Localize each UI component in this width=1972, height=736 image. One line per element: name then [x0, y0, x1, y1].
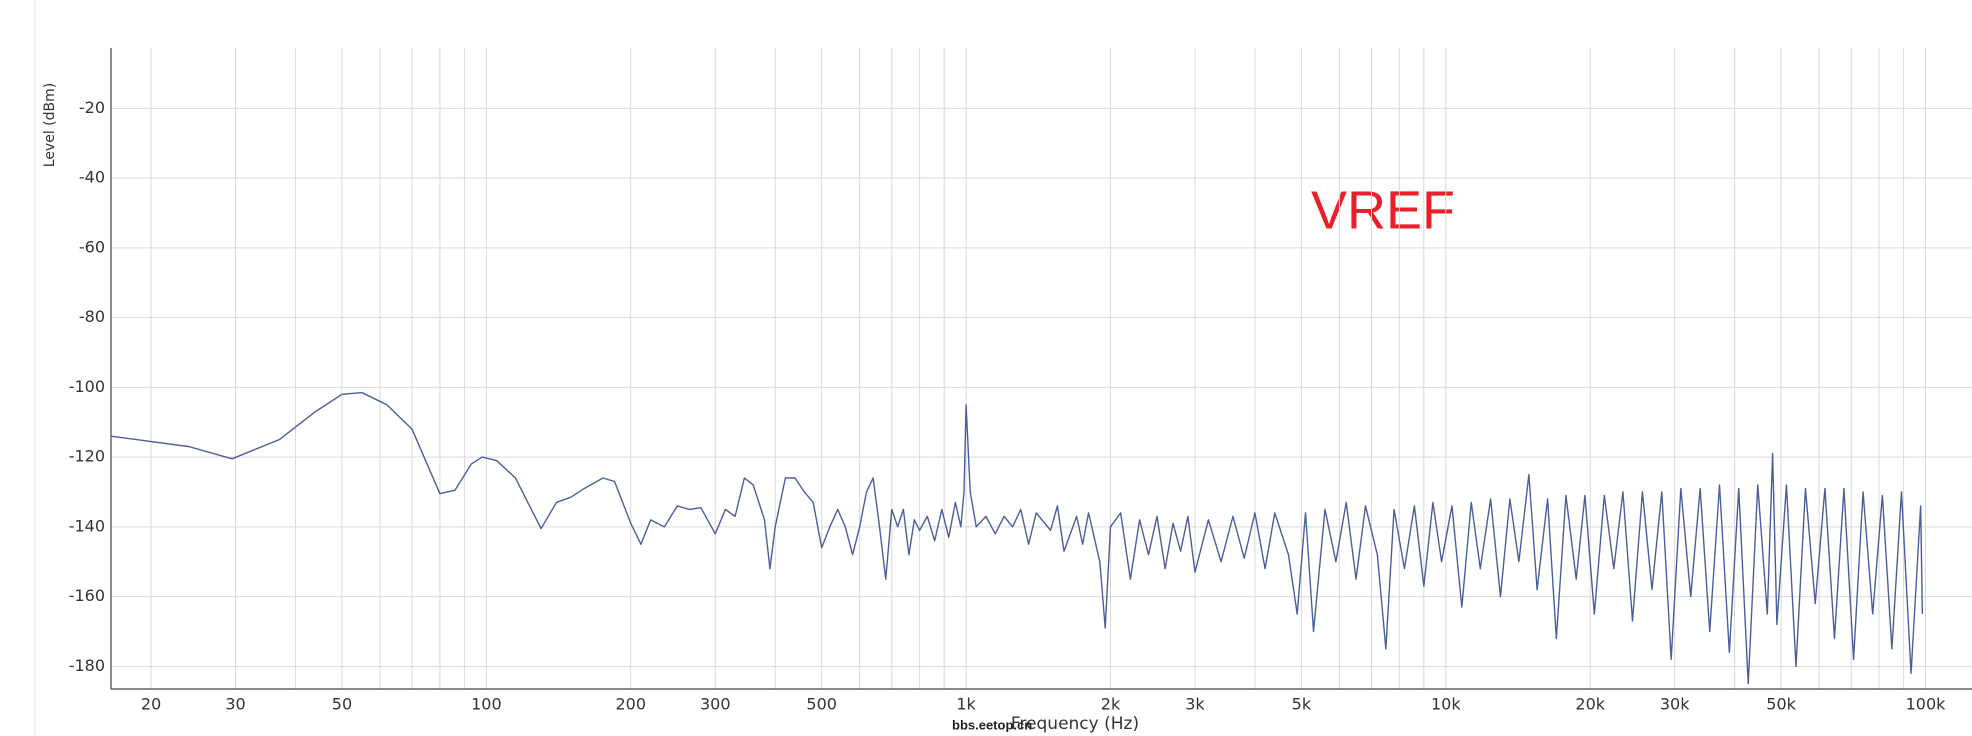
- x-tick-label: 1k: [956, 695, 976, 714]
- annotation: VREF: [1311, 180, 1455, 240]
- x-tick-label: 200: [616, 695, 647, 714]
- y-tick-label: -140: [69, 516, 105, 535]
- y-tick-label: -20: [79, 98, 105, 117]
- y-tick-label: -180: [69, 656, 105, 675]
- y-tick-label: -100: [69, 377, 105, 396]
- x-tick-label: 2k: [1101, 695, 1121, 714]
- watermark: bbs.eetop.cn: [952, 717, 1032, 732]
- x-tick-label: 10k: [1431, 695, 1461, 714]
- x-tick-label: 50k: [1766, 695, 1796, 714]
- x-tick-label: 5k: [1292, 695, 1312, 714]
- x-tick-label: 20k: [1575, 695, 1605, 714]
- x-tick-label: 50: [332, 695, 352, 714]
- x-axis-label: Frequency (Hz): [1011, 714, 1139, 734]
- x-tick-label: 100k: [1906, 695, 1947, 714]
- y-tick-label: -80: [79, 307, 105, 326]
- x-tick-label: 300: [700, 695, 731, 714]
- x-tick-label: 500: [806, 695, 837, 714]
- x-tick-label: 30k: [1660, 695, 1690, 714]
- y-tick-label: -40: [79, 168, 105, 187]
- spectrum-line: [110, 391, 1924, 685]
- y-tick-label: -160: [69, 586, 105, 605]
- x-tick-label: 30: [225, 695, 245, 714]
- y-axis-label: Level (dBm): [42, 83, 58, 167]
- x-tick-label: 20: [141, 695, 161, 714]
- y-tick-label: -60: [79, 237, 105, 256]
- x-tick-label: 3k: [1185, 695, 1205, 714]
- y-tick-label: -120: [69, 447, 105, 466]
- x-tick-label: 100: [471, 695, 502, 714]
